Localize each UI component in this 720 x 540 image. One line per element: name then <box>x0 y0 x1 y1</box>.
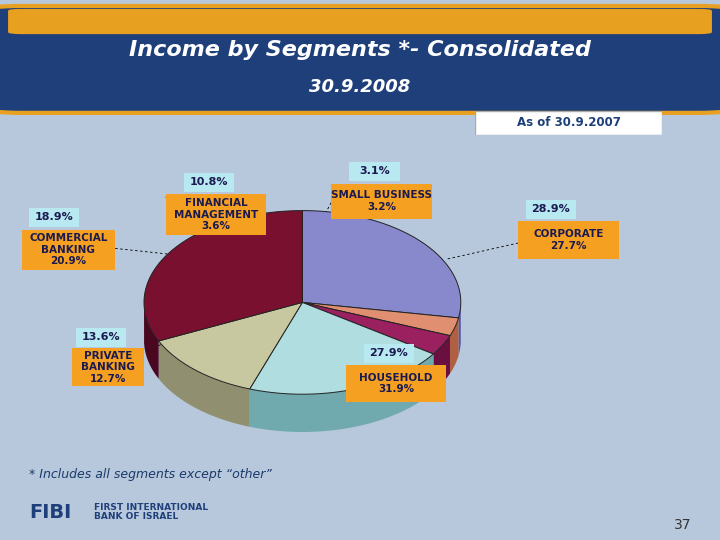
Polygon shape <box>144 305 158 379</box>
Text: 3.1%: 3.1% <box>359 166 390 177</box>
Polygon shape <box>250 302 433 394</box>
Polygon shape <box>302 302 459 336</box>
FancyBboxPatch shape <box>22 230 115 270</box>
Text: CORPORATE
27.7%: CORPORATE 27.7% <box>534 230 604 251</box>
FancyBboxPatch shape <box>349 162 400 181</box>
Polygon shape <box>433 336 450 392</box>
Text: 30.9.2008: 30.9.2008 <box>310 78 410 96</box>
Polygon shape <box>250 354 433 432</box>
FancyBboxPatch shape <box>184 173 234 192</box>
Polygon shape <box>450 318 459 374</box>
Text: Income by Segments *- Consolidated: Income by Segments *- Consolidated <box>129 39 591 60</box>
Text: 37: 37 <box>674 518 691 532</box>
Text: 18.9%: 18.9% <box>35 212 73 222</box>
FancyBboxPatch shape <box>76 328 126 347</box>
Text: As of 30.9.2007: As of 30.9.2007 <box>517 116 621 130</box>
Text: FIRST INTERNATIONAL: FIRST INTERNATIONAL <box>94 503 208 512</box>
Polygon shape <box>144 211 302 341</box>
Polygon shape <box>302 211 461 318</box>
Text: COMMERCIAL
BANKING
20.9%: COMMERCIAL BANKING 20.9% <box>30 233 107 266</box>
FancyBboxPatch shape <box>29 208 79 227</box>
Polygon shape <box>158 341 250 427</box>
FancyBboxPatch shape <box>0 6 720 113</box>
Polygon shape <box>158 302 302 389</box>
Polygon shape <box>459 305 461 356</box>
Text: FIBI: FIBI <box>29 503 71 522</box>
FancyBboxPatch shape <box>8 9 712 34</box>
Text: SMALL BUSINESS
3.2%: SMALL BUSINESS 3.2% <box>331 190 432 212</box>
Text: FINANCIAL
MANAGEMENT
3.6%: FINANCIAL MANAGEMENT 3.6% <box>174 198 258 231</box>
FancyBboxPatch shape <box>526 200 576 219</box>
Text: 27.9%: 27.9% <box>369 348 408 359</box>
FancyBboxPatch shape <box>72 348 144 386</box>
Text: PRIVATE
BANKING
12.7%: PRIVATE BANKING 12.7% <box>81 350 135 384</box>
Text: HOUSEHOLD
31.9%: HOUSEHOLD 31.9% <box>359 373 433 394</box>
Text: BANK OF ISRAEL: BANK OF ISRAEL <box>94 512 178 522</box>
FancyBboxPatch shape <box>166 194 266 235</box>
FancyBboxPatch shape <box>475 111 662 135</box>
FancyBboxPatch shape <box>364 344 414 363</box>
FancyBboxPatch shape <box>518 221 619 259</box>
Text: * Includes all segments except “other”: * Includes all segments except “other” <box>29 468 271 481</box>
Text: 10.8%: 10.8% <box>189 177 228 187</box>
FancyBboxPatch shape <box>331 184 432 219</box>
FancyBboxPatch shape <box>346 364 446 402</box>
Polygon shape <box>302 302 450 354</box>
Text: 28.9%: 28.9% <box>531 204 570 214</box>
Text: 13.6%: 13.6% <box>81 332 120 342</box>
